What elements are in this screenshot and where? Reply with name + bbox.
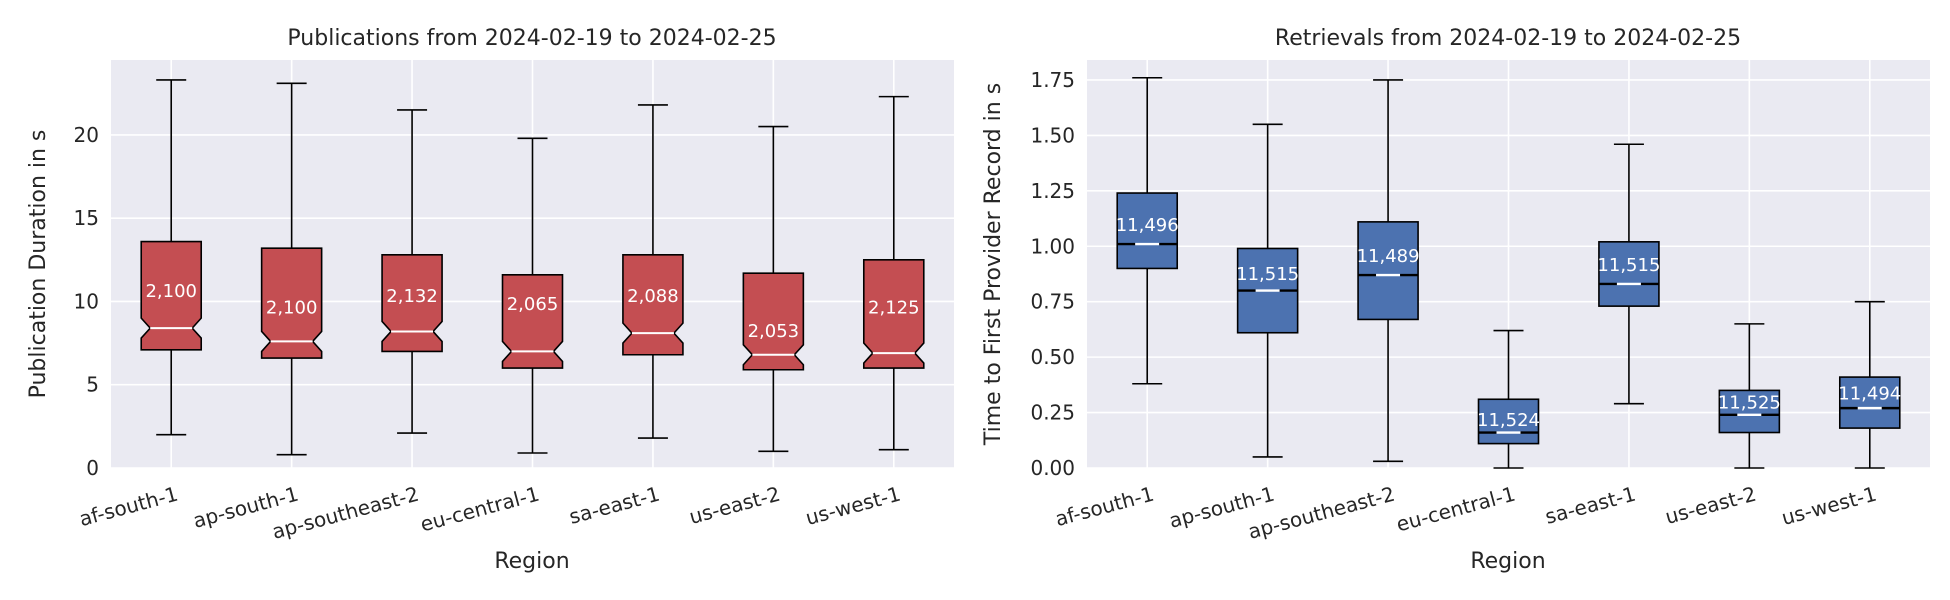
box: 11,515: [1597, 143, 1660, 405]
box: 11,515: [1236, 123, 1299, 458]
y-tick-label: 1.00: [1030, 234, 1075, 258]
y-tick-label: 5: [86, 373, 99, 397]
x-tick-labels: af-south-1 ap-south-1ap-southeast-2eu-cen…: [77, 482, 904, 544]
box: 2,065: [501, 137, 564, 454]
box: 11,494: [1838, 300, 1901, 469]
count-label: 11,515: [1597, 255, 1660, 276]
box-body: [1718, 389, 1781, 434]
box-body: [742, 272, 805, 371]
x-axis-label: Region: [1470, 549, 1545, 574]
count-label: 11,496: [1116, 215, 1179, 236]
x-tick-label: eu-central-1: [1394, 482, 1518, 537]
x-tick-label: sa-east-1: [1543, 482, 1639, 529]
x-tick-label: sa-east-1: [567, 482, 663, 529]
box-body: [622, 254, 684, 356]
x-tick-label: us-east-2: [687, 482, 783, 529]
y-tick-label: 0.25: [1030, 401, 1075, 425]
y-tick-label: 1.50: [1030, 123, 1075, 147]
box: 2,088: [622, 104, 684, 439]
count-label: 11,524: [1477, 410, 1540, 431]
box-body: [1116, 192, 1179, 270]
box-group: 2,100 2,100 2,132 2,065 2,088 2,053 2,125: [140, 79, 925, 456]
y-tick-label: 0.00: [1030, 456, 1075, 480]
y-tick-label: 1.75: [1030, 68, 1075, 92]
chart-title: Retrievals from 2024-02-19 to 2024-02-25: [1275, 26, 1741, 51]
x-tick-label: us-east-2: [1663, 482, 1759, 529]
x-tick-label: af-south-1: [77, 482, 181, 531]
retrievals-chart: 11,496 11,515 11,489 11,524 11,515 11,525 11,4…: [981, 26, 1930, 574]
y-tick-label: 20: [74, 123, 99, 147]
publications-chart: 2,100 2,100 2,132 2,065 2,088 2,053 2,125 0 5 10…: [26, 26, 954, 574]
box: 2,125: [862, 95, 925, 451]
count-label: 2,065: [507, 294, 559, 315]
count-label: 11,494: [1838, 384, 1901, 405]
y-tick-label: 0: [86, 456, 99, 480]
count-label: 2,053: [748, 321, 800, 342]
count-label: 11,489: [1357, 246, 1420, 267]
y-tick-label: 0.50: [1030, 345, 1075, 369]
x-tick-labels: af-south-1 ap-south-1ap-southeast-2eu-cen…: [1053, 482, 1880, 544]
box-body: [260, 247, 323, 359]
box: 2,053: [742, 125, 805, 453]
x-tick-label: us-west-1: [803, 482, 903, 530]
box: 2,100: [140, 79, 203, 436]
y-tick-labels: 0.00 0.25 0.50 0.75 1.00 1.25 1.50 1.75: [1030, 68, 1075, 480]
count-label: 2,100: [145, 281, 197, 302]
count-label: 11,515: [1236, 264, 1299, 285]
box: 2,100: [260, 82, 323, 456]
box-body: [1598, 241, 1660, 307]
box: 11,496: [1116, 76, 1179, 385]
y-tick-label: 1.25: [1030, 179, 1075, 203]
box: 11,525: [1718, 323, 1781, 469]
box: 2,132: [381, 109, 443, 434]
box-body: [1477, 398, 1540, 445]
box-body: [1357, 221, 1419, 321]
count-label: 2,100: [266, 297, 318, 318]
box-body: [140, 240, 203, 351]
y-axis-label: Publication Duration in s: [26, 130, 51, 399]
y-axis-label: Time to First Provider Record in s: [981, 83, 1006, 446]
count-label: 2,132: [386, 286, 438, 307]
x-tick-label: af-south-1: [1053, 482, 1157, 531]
box-body: [381, 254, 443, 353]
box: 11,524: [1477, 329, 1540, 469]
y-tick-label: 0.75: [1030, 290, 1075, 314]
count-label: 2,088: [627, 286, 679, 307]
y-tick-labels: 0 5 10 15 20: [74, 123, 99, 480]
y-tick-label: 15: [74, 206, 99, 230]
box-body: [501, 274, 564, 369]
chart-title: Publications from 2024-02-19 to 2024-02-…: [287, 26, 776, 51]
box: 11,489: [1357, 79, 1420, 463]
count-label: 2,125: [868, 297, 920, 318]
y-tick-label: 10: [74, 289, 99, 313]
box-body: [862, 259, 925, 369]
x-tick-label: eu-central-1: [418, 482, 542, 537]
box-body: [1838, 376, 1901, 429]
x-tick-label: us-west-1: [1779, 482, 1879, 530]
box-group: 11,496 11,515 11,489 11,524 11,515 11,525 11,4…: [1116, 76, 1901, 469]
x-axis-label: Region: [494, 549, 569, 574]
count-label: 11,525: [1718, 392, 1781, 413]
